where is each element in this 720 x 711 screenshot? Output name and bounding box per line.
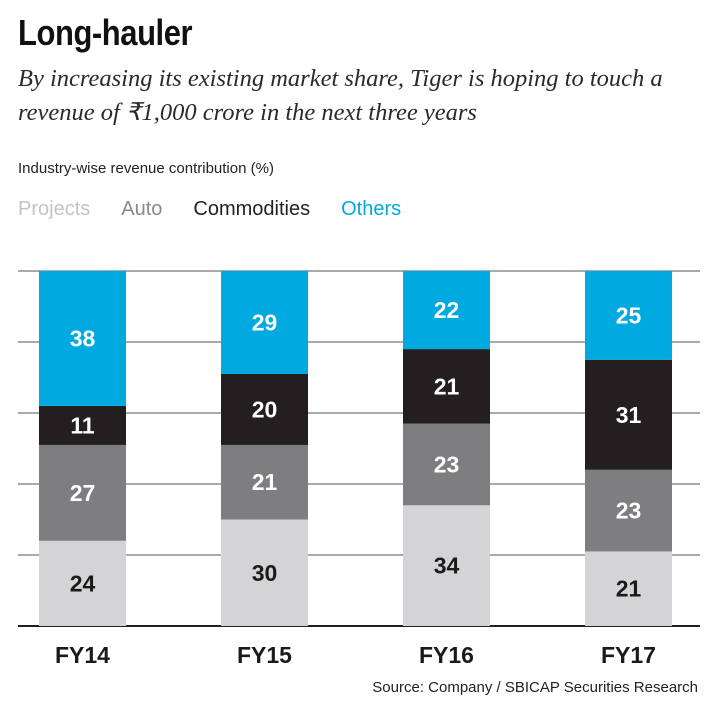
bar-segment-others-fy15	[221, 271, 308, 374]
bar-segment-commodities-fy15	[221, 373, 308, 445]
bar-segment-others-fy17	[585, 271, 672, 360]
data-label-auto-fy15: 21	[252, 469, 278, 495]
data-label-projects-fy17: 21	[616, 576, 642, 602]
x-tick-label-fy15: FY15	[237, 642, 292, 668]
bar-segment-others-fy16	[403, 271, 490, 350]
data-label-commodities-fy17: 31	[616, 402, 642, 428]
bar-segment-projects-fy14	[39, 540, 126, 626]
bar-segment-others-fy14	[39, 271, 126, 406]
data-label-auto-fy16: 23	[434, 451, 460, 477]
value-labels: 24 27 11 38 30 21 20 29 34 23 21 22 21 23 31 25	[70, 297, 642, 602]
data-label-auto-fy14: 27	[70, 480, 96, 506]
data-label-others-fy17: 25	[616, 302, 642, 328]
data-label-auto-fy17: 23	[616, 498, 642, 524]
data-label-commodities-fy15: 20	[252, 396, 278, 422]
x-tick-label-fy14: FY14	[55, 642, 110, 668]
bars	[39, 271, 672, 626]
data-label-others-fy16: 22	[434, 297, 460, 323]
bar-segment-projects-fy16	[403, 505, 490, 626]
bar-segment-projects-fy17	[585, 551, 672, 626]
data-label-others-fy15: 29	[252, 309, 278, 335]
x-axis: FY14 FY15 FY16 FY17	[55, 642, 656, 668]
legend-item-auto: Auto	[121, 198, 163, 220]
chart-subtitle: By increasing its existing market share,…	[18, 65, 663, 126]
x-tick-label-fy16: FY16	[419, 642, 474, 668]
chart-title: Long-hauler	[18, 12, 193, 53]
data-label-projects-fy16: 34	[434, 553, 460, 579]
legend-item-others: Others	[341, 198, 402, 220]
data-label-projects-fy15: 30	[252, 560, 278, 586]
bar-segment-commodities-fy16	[403, 349, 490, 424]
bar-segment-auto-fy17	[585, 469, 672, 552]
bar-segment-auto-fy16	[403, 423, 490, 506]
data-label-projects-fy14: 24	[70, 570, 96, 596]
data-label-others-fy14: 38	[70, 325, 96, 351]
bar-segment-commodities-fy14	[39, 405, 126, 445]
legend: Projects Auto Commodities Others	[18, 198, 401, 221]
data-label-commodities-fy16: 21	[434, 373, 460, 399]
legend-item-projects: Projects	[18, 198, 91, 220]
bar-segment-commodities-fy17	[585, 359, 672, 470]
chart-description-label: Industry-wise revenue contribution (%)	[18, 160, 274, 177]
bar-segment-projects-fy15	[221, 519, 308, 626]
bar-segment-auto-fy15	[221, 444, 308, 520]
legend-item-commodities: Commodities	[193, 198, 311, 220]
x-tick-label-fy17: FY17	[601, 642, 656, 668]
data-label-commodities-fy14: 11	[70, 412, 95, 438]
bar-segment-auto-fy14	[39, 444, 126, 541]
source-note: Source: Company / SBICAP Securities Rese…	[372, 679, 698, 696]
